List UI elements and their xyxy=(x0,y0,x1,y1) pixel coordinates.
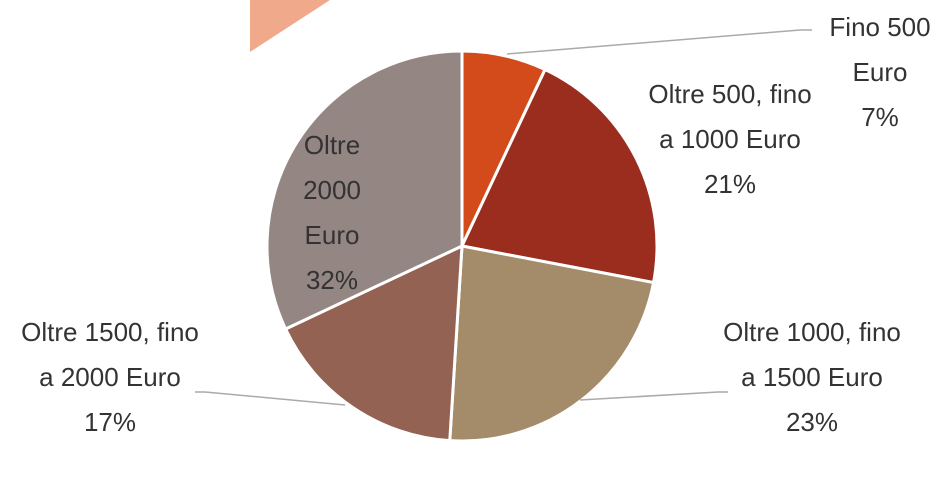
slice-label: Fino 500 Euro 7% xyxy=(805,5,947,140)
value-label: 21% xyxy=(703,169,757,199)
pie-slice xyxy=(283,243,464,443)
category-label: Oltre 500, fino a 1000 Euro xyxy=(648,79,812,154)
slice-label: Oltre 1000, fino a 1500 Euro 23% xyxy=(717,310,907,445)
leader-line xyxy=(579,391,728,401)
category-label: Oltre 2000 Euro xyxy=(303,130,361,250)
pie xyxy=(265,49,659,443)
value-label: 23% xyxy=(785,407,839,437)
category-label: Oltre 1000, fino a 1500 Euro xyxy=(723,317,901,392)
leader-line xyxy=(506,29,812,55)
value-label: 7% xyxy=(861,102,899,132)
leader-line xyxy=(195,391,346,406)
slice-label: Oltre 500, fino a 1000 Euro 21% xyxy=(640,72,820,207)
slice-label: Oltre 2000 Euro 32% xyxy=(282,123,382,303)
value-label: 17% xyxy=(83,407,137,437)
value-label: 32% xyxy=(305,265,359,295)
category-label: Oltre 1500, fino a 2000 Euro xyxy=(21,317,199,392)
decoration xyxy=(250,0,330,52)
slice-label: Oltre 1500, fino a 2000 Euro 17% xyxy=(15,310,205,445)
pie-slice xyxy=(265,49,464,332)
pie-slice xyxy=(459,67,659,285)
category-label: Fino 500 Euro xyxy=(829,12,931,87)
pie-slice xyxy=(448,244,656,443)
